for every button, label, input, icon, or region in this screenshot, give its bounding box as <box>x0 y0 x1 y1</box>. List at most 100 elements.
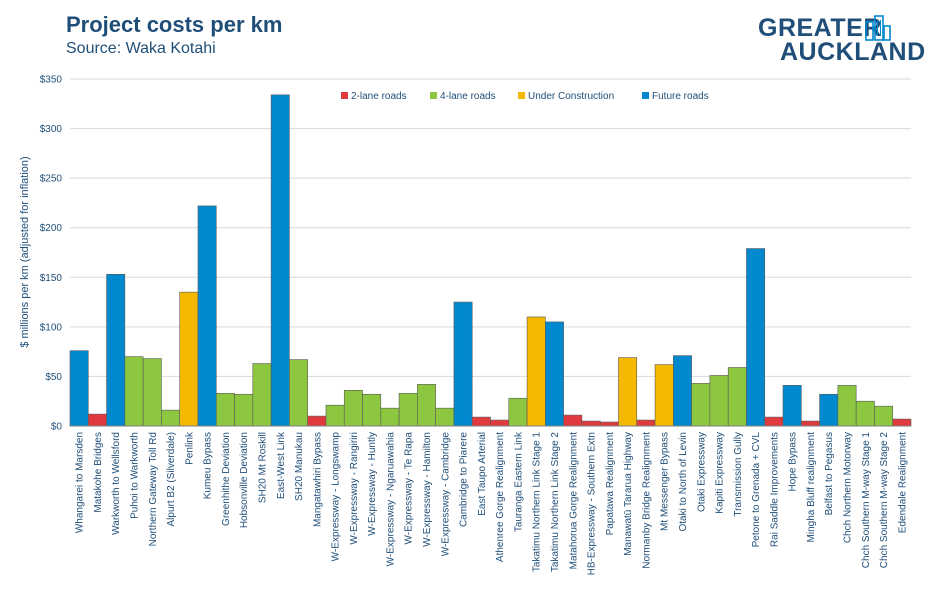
bar <box>87 413 107 427</box>
bar <box>289 359 308 427</box>
bar <box>819 393 839 427</box>
bar <box>179 291 199 427</box>
x-tick-label: Mangatawhiri Bypass <box>312 432 323 527</box>
y-tick-label: $300 <box>40 124 63 135</box>
bar <box>801 420 820 427</box>
x-tick-label: Northern Gateway Toll Rd <box>148 432 159 546</box>
x-tick-label: Papatawa Realignment <box>605 432 616 536</box>
x-tick-label: Matahorua Gorge Realignment <box>568 432 579 570</box>
bar <box>197 205 217 427</box>
bar <box>764 416 784 427</box>
bar <box>673 355 692 427</box>
x-tick-label: SH20 Manukau <box>294 432 305 501</box>
x-tick-label: SH20 Mt Roskill <box>257 432 268 503</box>
x-tick-label: Athenree Gorge Realignment <box>495 432 506 562</box>
x-tick-label: Kumeu Bypass <box>203 432 214 499</box>
y-axis-label: $ millions per km (adjusted for inflatio… <box>19 156 31 347</box>
legend-swatch <box>642 92 649 99</box>
y-tick-label: $250 <box>40 174 63 185</box>
x-tick-label: Matakohe Bridges <box>93 432 104 513</box>
bar <box>874 405 894 427</box>
x-tick-label: W-Expressway - Ngaruawahia <box>385 432 396 567</box>
chart-title: Project costs per km <box>66 12 283 37</box>
bar <box>855 400 875 427</box>
x-tick-label: Cambridge to Piarere <box>459 432 470 527</box>
bar <box>782 385 802 427</box>
bar <box>307 415 327 427</box>
bar <box>124 356 144 427</box>
x-tick-label: Penlink <box>184 431 195 465</box>
x-tick-label: Hope Bypass <box>788 432 799 491</box>
x-tick-label: Alpurt B2 (Silverdale) <box>166 432 177 526</box>
x-tick-label: Transmission Gully <box>733 432 744 517</box>
bar <box>234 393 254 427</box>
bar <box>636 419 656 427</box>
bar <box>709 375 729 427</box>
x-tick-label: Edendale Realignment <box>897 432 908 533</box>
bar <box>398 392 418 427</box>
bar <box>362 393 382 427</box>
chart-subtitle: Source: Waka Kotahi <box>66 40 216 57</box>
bar <box>490 419 510 427</box>
x-tick-label: Normanby Bridge Realignment <box>641 432 652 569</box>
bar <box>837 385 857 427</box>
x-tick-label: Rai Saddle Improvements <box>769 432 780 547</box>
bars <box>69 94 912 427</box>
x-tick-label: W-Expressway - Rangiriri <box>349 432 360 545</box>
bar <box>654 364 674 427</box>
bar <box>380 407 400 427</box>
bar <box>252 363 272 427</box>
x-tick-label: Manawatū Tararua Highway <box>623 432 634 556</box>
x-tick-label: Whangarei to Marsden <box>75 432 86 533</box>
x-tick-label: Belfast to Pegasus <box>824 432 835 515</box>
x-tick-label: Chch Southern M-way Stage 2 <box>879 432 890 569</box>
bar <box>435 407 455 427</box>
legend-label: Future roads <box>652 91 709 102</box>
bar <box>69 350 89 427</box>
bar <box>161 409 180 427</box>
bar <box>746 248 766 427</box>
legend: 2-lane roads 4-lane roads Under Constructi… <box>341 91 709 102</box>
bar <box>727 367 747 427</box>
x-tick-label: East-West Link <box>276 431 287 499</box>
logo-text-greater: GREATER <box>758 14 882 42</box>
x-tick-label: Kapiti Expressway <box>715 432 726 514</box>
x-tick-label: East Taupo Arterial <box>477 432 488 516</box>
skyline-icon <box>865 15 891 41</box>
bar <box>545 321 564 427</box>
bar <box>526 316 546 427</box>
x-tick-label: W-Expressway - Huntly <box>367 432 378 536</box>
x-tick-label: Chch Northern Motorway <box>843 432 854 543</box>
bar <box>215 392 235 427</box>
x-tick-label: Chch Southern M-way Stage 1 <box>861 432 872 569</box>
x-tick-label: Puhoi to Warkworth <box>129 432 140 519</box>
legend-swatch <box>430 92 437 99</box>
y-tick-label: $200 <box>40 223 63 234</box>
bar <box>892 418 912 427</box>
bar <box>581 420 601 427</box>
x-tick-label: Mt Messenger Bypass <box>660 432 671 531</box>
x-tick-label: Mingha Bluff realignment <box>806 432 817 543</box>
bar <box>563 414 583 427</box>
y-tick-label: $0 <box>51 422 63 433</box>
x-tick-label: Greenhithe Deviation <box>221 432 232 526</box>
x-tick-label: Otaki Expressway <box>696 432 707 512</box>
x-tick-label: W-Expressway - Cambridge <box>440 432 451 557</box>
bar <box>106 274 126 427</box>
bar <box>508 397 528 427</box>
bar <box>270 94 290 427</box>
bar <box>691 383 711 427</box>
x-tick-label: Otaki to North of Levin <box>678 432 689 532</box>
legend-label: Under Construction <box>528 91 614 102</box>
legend-label: 2-lane roads <box>351 91 407 102</box>
bar <box>343 390 363 427</box>
bar <box>453 301 473 427</box>
bar <box>417 384 436 427</box>
x-tick-label: Petone to Grenada + CVL <box>751 432 762 548</box>
y-tick-label: $50 <box>45 372 62 383</box>
logo-text-auckland: AUCKLAND <box>780 38 925 66</box>
x-tick-label: Takatimu Northern Link Stage 1 <box>532 432 543 573</box>
x-tick-label: W-Expressway - Longswamp <box>331 432 342 562</box>
x-tick-label: W-Expressway - Hamilton <box>422 432 433 547</box>
